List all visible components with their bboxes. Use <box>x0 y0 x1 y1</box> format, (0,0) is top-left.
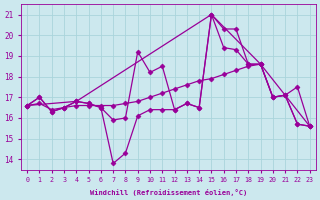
X-axis label: Windchill (Refroidissement éolien,°C): Windchill (Refroidissement éolien,°C) <box>90 189 247 196</box>
